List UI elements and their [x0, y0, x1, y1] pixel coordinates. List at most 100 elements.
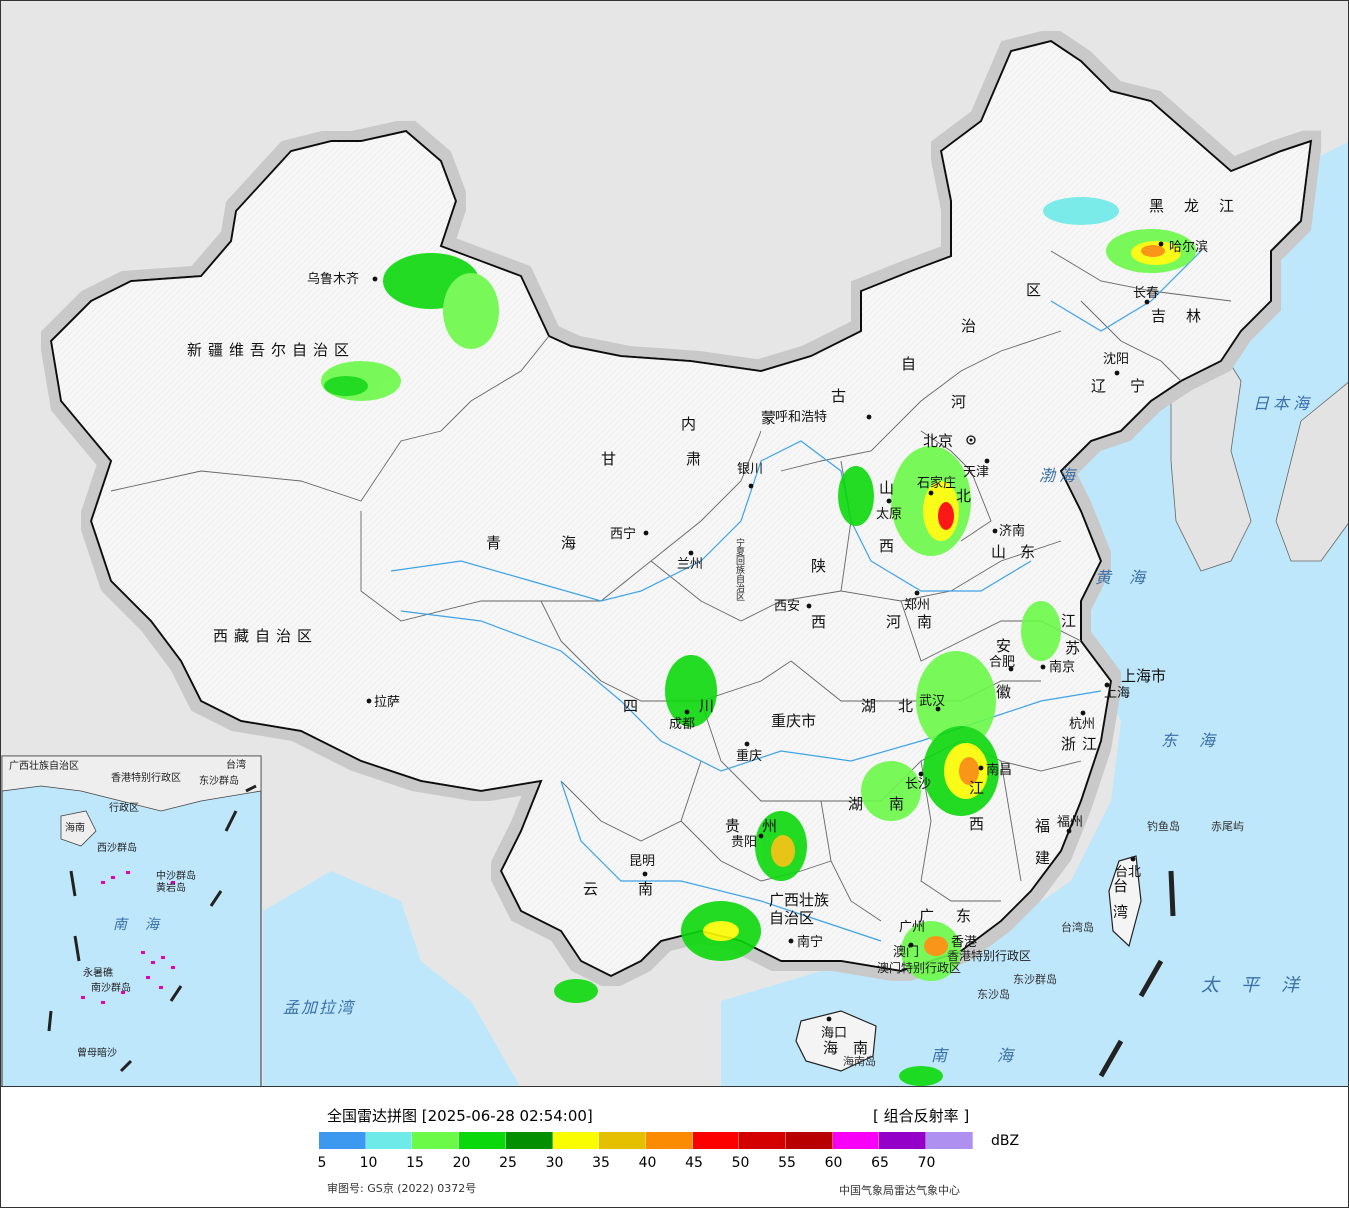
city-shijiazhuang: 石家庄	[917, 475, 956, 491]
map-canvas: 新疆维吾尔自治区 西藏自治区 青海 甘肃 内 蒙 古 自 治 区 黑龙江 吉林 …	[1, 39, 1348, 1086]
color-swatch-70	[926, 1132, 973, 1149]
label-hubei: 湖北	[861, 697, 935, 715]
label-shandong: 山东	[991, 543, 1049, 561]
label-jiangxi-2: 西	[969, 815, 984, 833]
label-jiangsu-1: 江	[1061, 612, 1076, 630]
label-henan: 河南	[886, 613, 948, 631]
city-hongkong: 香港	[951, 935, 977, 950]
city-labels: 乌鲁木齐 拉萨 西宁 兰州 银川 呼和浩特 北京 天津 石家庄 太原	[307, 239, 1208, 1041]
inset-zengmu: 曾母暗沙	[77, 1046, 117, 1059]
sea-bohai: 渤海	[1039, 466, 1079, 485]
city-harbin: 哈尔滨	[1169, 239, 1208, 255]
inset-hk: 香港特别行政区	[111, 771, 181, 784]
sea-bengal: 孟加拉湾	[283, 998, 356, 1017]
island-diaoyu: 钓鱼岛	[1147, 819, 1180, 833]
label-nmg-5: 治	[961, 317, 976, 335]
city-nanchang: 南昌	[986, 762, 1012, 778]
island-hainan: 海南岛	[843, 1054, 876, 1068]
city-changchun: 长春	[1133, 286, 1159, 301]
label-sichuan-2: 川	[699, 697, 714, 715]
inset-taiwan: 台湾	[226, 758, 246, 771]
city-hohhot: 呼和浩特	[775, 410, 827, 425]
color-swatch-60	[832, 1132, 880, 1149]
inset-hainan: 海南	[65, 821, 85, 834]
map-approval-number: 审图号: GS京 (2022) 0372号	[327, 1182, 477, 1195]
color-swatch-25	[505, 1132, 553, 1149]
color-swatch-10	[365, 1132, 413, 1149]
label-jiangsu-2: 苏	[1065, 639, 1080, 657]
city-fuzhou: 福州	[1057, 815, 1083, 830]
label-ningxia: 宁夏回族自治区	[734, 537, 745, 601]
city-macau: 澳门	[893, 944, 919, 960]
label-shaanxi-1: 陕	[811, 557, 826, 575]
city-tianjin: 天津	[963, 465, 989, 480]
label-guangxi-1: 广西壮族	[769, 891, 829, 909]
island-dongsha-dao: 东沙岛	[977, 987, 1010, 1001]
province-labels: 新疆维吾尔自治区 西藏自治区 青海 甘肃 内 蒙 古 自 治 区 黑龙江 吉林 …	[187, 197, 1234, 1057]
city-shanghai: 上海	[1104, 686, 1130, 701]
label-anhui-1: 安	[996, 637, 1011, 655]
label-xizang: 西藏自治区	[213, 627, 318, 645]
label-guangdong-1: 广	[919, 907, 934, 925]
label-guangxi-2: 自治区	[769, 909, 814, 927]
korea-peninsula	[1170, 340, 1252, 572]
hainan-island	[795, 1010, 877, 1072]
color-swatch-65	[879, 1132, 927, 1149]
city-xining: 西宁	[610, 526, 636, 542]
scale-tick-35: 35	[592, 1155, 610, 1171]
city-hefei: 合肥	[989, 655, 1015, 670]
scale-tick-15: 15	[406, 1155, 424, 1171]
sar-labels: 香港特别行政区 澳门特别行政区 宁夏回族自治区	[734, 537, 1031, 975]
city-hangzhou: 杭州	[1069, 717, 1095, 732]
island-chiwei: 赤尾屿	[1211, 820, 1244, 833]
city-nanjing: 南京	[1049, 659, 1075, 675]
inset-xisha: 西沙群岛	[97, 841, 137, 854]
label-gansu: 甘肃	[601, 450, 771, 468]
city-guiyang: 贵阳	[731, 835, 757, 850]
label-yunnan-2: 南	[638, 880, 653, 898]
south-sea-inset: 广西壮族自治区 海南 台湾 东沙群岛 香港特别行政区 行政区 西沙群岛 中沙群岛…	[1, 755, 262, 1086]
scale-tick-5: 5	[317, 1155, 327, 1171]
color-swatch-20	[459, 1132, 506, 1149]
taiwan-island	[1108, 855, 1142, 948]
label-shanxi-2: 西	[879, 537, 894, 555]
scale-tick-40: 40	[638, 1155, 657, 1171]
scale-tick-45: 45	[685, 1155, 703, 1171]
city-haikou: 海口	[821, 1026, 847, 1041]
color-swatch-35	[599, 1132, 646, 1149]
sea-yellow: 黄海	[1095, 568, 1163, 587]
label-macau-sar: 澳门特别行政区	[877, 960, 961, 975]
inset-guangxi: 广西壮族自治区	[9, 759, 79, 772]
label-hainan-1: 海	[823, 1039, 838, 1057]
label-qinghai: 青海	[486, 534, 636, 552]
label-taiwan-2: 湾	[1113, 903, 1128, 921]
legend-title: 全国雷达拼图 [2025-06-28 02:54:00]	[327, 1107, 593, 1125]
label-jilin: 吉林	[1151, 307, 1221, 325]
color-swatch-50	[739, 1132, 787, 1149]
city-urumqi: 乌鲁木齐	[307, 271, 359, 287]
china-mainland	[49, 39, 1313, 978]
label-guangdong-2: 东	[956, 907, 971, 925]
label-hainan-2: 南	[853, 1039, 868, 1057]
sea-pacific: 太平洋	[1201, 975, 1321, 996]
color-swatch-5	[319, 1132, 366, 1149]
rivers	[390, 250, 1202, 942]
label-taiwan-1: 台	[1113, 877, 1128, 895]
label-nmg-6: 区	[1026, 281, 1041, 299]
sea-labels: 日本海 渤海 黄海 东海 南海 太平洋 孟加拉湾	[283, 394, 1321, 1065]
label-jiangxi-1: 江	[969, 779, 984, 797]
scale-tick-60: 60	[824, 1155, 843, 1171]
label-hunan-1: 湖	[848, 795, 863, 813]
city-nanning: 南宁	[797, 934, 823, 950]
island-taiwan: 台湾岛	[1061, 920, 1094, 934]
color-swatch-15	[412, 1132, 460, 1149]
legend-panel: 全国雷达拼图 [2025-06-28 02:54:00] [ 组合反射率 ] d…	[0, 1087, 1349, 1208]
scale-tick-55: 55	[778, 1155, 796, 1171]
label-nmg-3: 古	[831, 387, 846, 405]
sea-south: 南海	[931, 1046, 1063, 1065]
color-swatch-45	[692, 1132, 740, 1149]
city-guangzhou: 广州	[899, 920, 925, 935]
color-scale-bar	[319, 1132, 973, 1149]
label-fujian-2: 建	[1035, 849, 1050, 867]
scale-tick-10: 10	[359, 1155, 378, 1171]
